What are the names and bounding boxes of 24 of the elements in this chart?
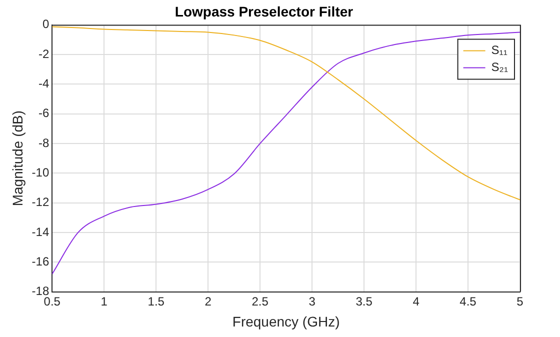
- x-tick-label: 3.5: [356, 294, 373, 308]
- x-axis-title: Frequency (GHz): [232, 313, 340, 330]
- x-tick-label: 1: [100, 294, 108, 308]
- y-tick-label: -14: [32, 224, 50, 239]
- legend-label: S₂₁: [491, 60, 508, 74]
- x-tick-label: 4.5: [460, 294, 477, 308]
- x-tick-label: 1.5: [148, 294, 165, 308]
- y-tick-label: -12: [32, 195, 50, 210]
- y-tick-label: -16: [32, 254, 50, 268]
- x-tick-label: 2.5: [252, 294, 269, 308]
- x-tick-label: 2: [204, 294, 212, 308]
- y-tick-label: -10: [32, 165, 50, 180]
- line-series: [52, 32, 520, 274]
- y-axis-title: Magnitude (dB): [9, 110, 26, 206]
- y-tick-label: -2: [38, 46, 50, 61]
- x-tick-label: 3: [308, 294, 316, 308]
- chart-title: Lowpass Preselector Filter: [174, 3, 354, 20]
- y-tick-label: -6: [38, 106, 50, 120]
- y-tick-label: -4: [38, 76, 50, 90]
- y-tick-label: -8: [38, 136, 50, 150]
- x-tick-label: 5: [516, 294, 524, 308]
- legend-label: S₁₁: [491, 43, 508, 58]
- x-tick-label: 4: [412, 294, 420, 308]
- y-tick-label: 0: [42, 17, 50, 32]
